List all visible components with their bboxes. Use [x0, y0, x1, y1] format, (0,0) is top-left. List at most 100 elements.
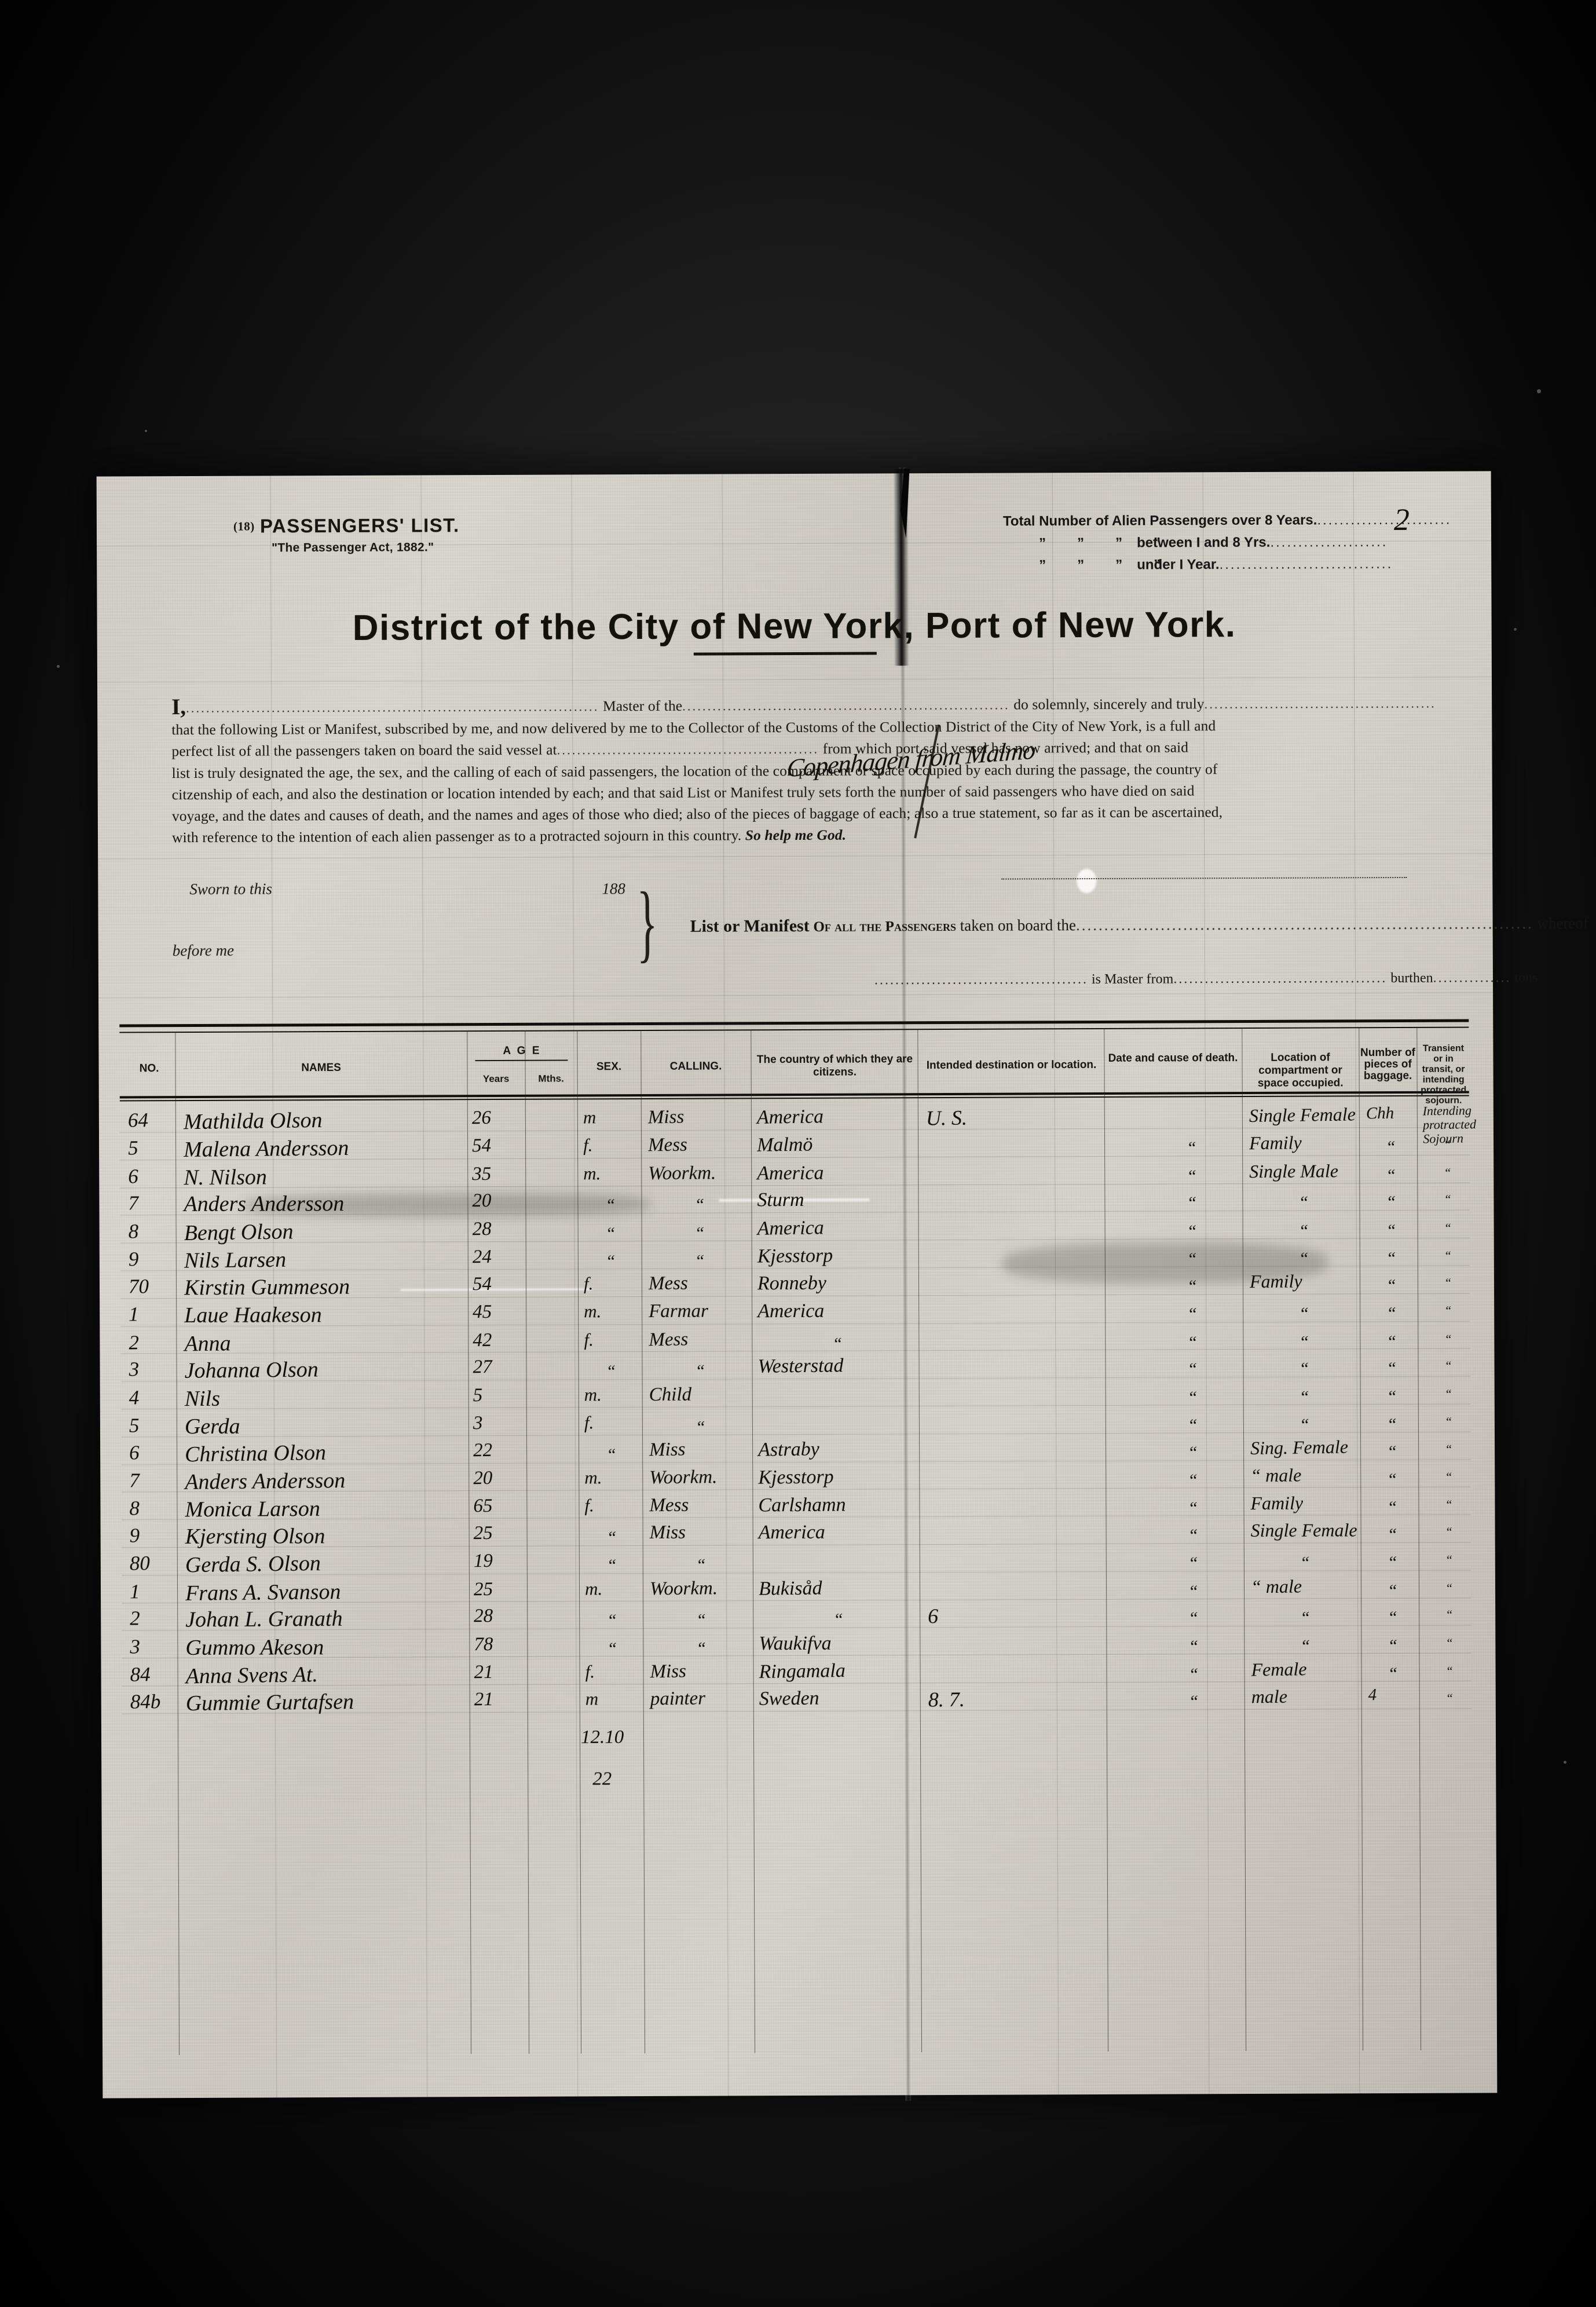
header-country: The country of which they are citizens.	[756, 1053, 913, 1078]
cell-calling: “	[696, 1610, 707, 1630]
cell-transient: “	[1444, 1248, 1452, 1263]
cell-no: 5	[127, 1136, 138, 1160]
cell-calling: Woorkm.	[649, 1577, 718, 1600]
cell-no: 2	[130, 1607, 140, 1630]
cell-sex: m.	[583, 1163, 601, 1184]
cell-baggage: “	[1386, 1304, 1396, 1323]
cell-compartment: “	[1299, 1304, 1309, 1323]
cell-name: Kirstin Gummeson	[184, 1274, 350, 1300]
row-rule	[120, 1348, 1470, 1354]
cell-no: 84b	[130, 1690, 161, 1713]
cell-baggage: “	[1386, 1442, 1397, 1461]
cell-death: “	[1188, 1471, 1198, 1490]
cell-sex: f.	[584, 1412, 594, 1433]
cell-years: 28	[472, 1218, 492, 1240]
list-or-manifest-line: List or Manifest Of all the Passengers t…	[690, 914, 1588, 936]
cell-calling: Woorkm.	[649, 1467, 718, 1489]
header-no: NO.	[139, 1062, 159, 1075]
cell-sex: f.	[584, 1329, 594, 1350]
header-names: NAMES	[301, 1062, 341, 1074]
cell-no: 1	[129, 1580, 140, 1603]
cell-years: 54	[471, 1135, 492, 1157]
cell-country: Sweden	[759, 1687, 819, 1710]
cell-years: 27	[473, 1357, 492, 1378]
header-sex: SEX.	[596, 1061, 622, 1073]
cell-name: Johanna Olson	[184, 1357, 319, 1384]
cell-baggage: “	[1386, 1359, 1397, 1379]
cell-years: 20	[473, 1467, 493, 1489]
cell-transient: “	[1443, 1137, 1451, 1152]
cell-death: “	[1188, 1665, 1199, 1684]
cell-death: “	[1187, 1193, 1197, 1213]
cell-transient: “	[1444, 1414, 1452, 1429]
cell-calling: “	[696, 1639, 707, 1658]
cell-transient: “	[1445, 1690, 1454, 1705]
cell-name: Monica Larson	[185, 1497, 320, 1522]
cell-country: Astraby	[757, 1438, 820, 1461]
cell-no: 8	[128, 1220, 139, 1243]
cell-sex: m.	[584, 1384, 602, 1405]
cell-death: “	[1187, 1442, 1198, 1463]
cell-transient: “	[1445, 1497, 1452, 1512]
cell-country: Malmö	[756, 1134, 813, 1156]
cell-transient: “	[1445, 1552, 1453, 1567]
page-title: District of the City of New York, Port o…	[352, 605, 1236, 648]
cell-country: America	[757, 1217, 825, 1240]
cell-name: Laue Haakeson	[184, 1303, 322, 1328]
cell-baggage: Chh	[1366, 1103, 1394, 1123]
header-calling: CALLING.	[669, 1060, 722, 1073]
cell-death: “	[1187, 1332, 1198, 1352]
cell-years: 26	[471, 1107, 492, 1129]
burthen-label: burthen	[1390, 970, 1433, 986]
cell-baggage: “	[1386, 1249, 1396, 1268]
cell-years: 25	[473, 1578, 493, 1600]
cell-country: Ringamala	[759, 1660, 846, 1683]
cell-death: “	[1188, 1498, 1198, 1518]
cell-calling: Child	[649, 1384, 692, 1405]
header-destination: Intended destination or location.	[926, 1059, 1097, 1072]
cell-baggage: “	[1387, 1469, 1397, 1490]
cell-no: 6	[128, 1165, 138, 1188]
header-compartment: Location of compartment or space occupie…	[1257, 1051, 1344, 1089]
cell-years: 21	[474, 1688, 493, 1710]
cell-no: 8	[129, 1497, 140, 1520]
cell-no: 3	[130, 1635, 140, 1658]
cell-calling: “	[694, 1223, 705, 1243]
passenger-table: NO. NAMES A G E Years Mths. SEX. CALLING…	[119, 1019, 1476, 2056]
cell-transient: “	[1445, 1663, 1453, 1679]
cell-destination: U. S.	[925, 1106, 968, 1130]
cell-death: “	[1188, 1608, 1199, 1628]
declaration-i: I,	[171, 694, 186, 720]
cell-baggage: “	[1386, 1332, 1397, 1351]
cell-country: Kjesstorp	[757, 1245, 833, 1267]
cell-calling: “	[695, 1361, 705, 1381]
cell-no: 2	[129, 1330, 140, 1354]
cell-sex: “	[606, 1556, 617, 1575]
total-1-to-8-label: between I and 8 Yrs.	[1137, 534, 1271, 551]
cell-calling: Miss	[649, 1522, 686, 1543]
cell-sex: f.	[583, 1273, 594, 1294]
cell-years: 22	[473, 1439, 493, 1461]
cell-compartment: Single Female	[1249, 1103, 1356, 1126]
curly-brace: }	[636, 874, 658, 971]
cell-destination: 6	[928, 1604, 939, 1628]
tons-label: tons	[1514, 970, 1538, 986]
cell-years: 3	[473, 1413, 483, 1434]
cell-years: 24	[472, 1246, 492, 1268]
cell-no: 9	[129, 1524, 140, 1547]
cell-sex: m.	[584, 1578, 603, 1599]
row-rule	[120, 1403, 1470, 1410]
cell-baggage: “	[1386, 1387, 1397, 1406]
cell-country: America	[757, 1162, 824, 1184]
cell-transient: “	[1445, 1635, 1453, 1650]
cell-baggage: “	[1386, 1193, 1396, 1212]
cell-sex: m	[585, 1688, 599, 1709]
cell-transient: “	[1445, 1580, 1453, 1595]
cell-country: Waukifva	[759, 1632, 832, 1654]
cell-calling: “	[694, 1251, 705, 1271]
cell-sex: f.	[583, 1135, 593, 1156]
cell-no: 5	[129, 1414, 140, 1437]
cell-death: “	[1188, 1692, 1199, 1712]
cell-transient: “	[1444, 1386, 1452, 1401]
header-transient: Transient or in transit, or intending pr…	[1421, 1043, 1467, 1106]
